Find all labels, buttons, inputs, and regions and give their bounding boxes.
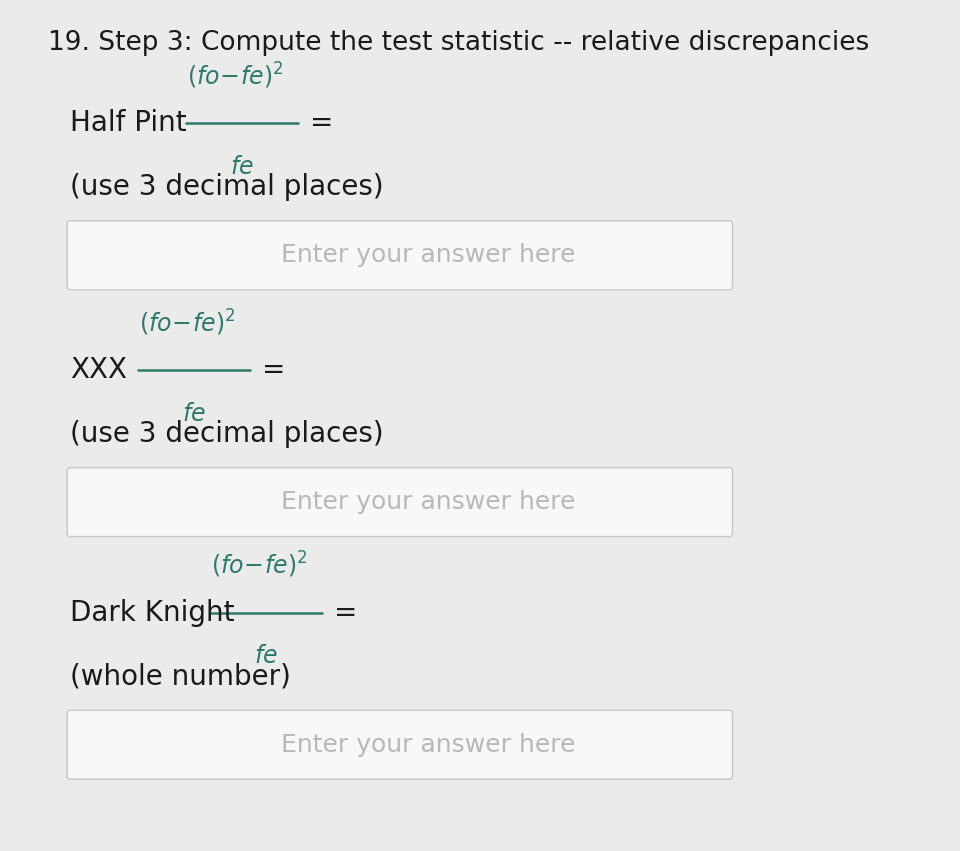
Text: $fe$: $fe$ [182, 403, 205, 426]
Text: =: = [262, 357, 285, 384]
Text: (whole number): (whole number) [70, 663, 291, 690]
Text: Enter your answer here: Enter your answer here [281, 243, 576, 267]
Text: $fe$: $fe$ [254, 645, 277, 668]
Text: Half Pint: Half Pint [70, 110, 186, 137]
Text: XXX: XXX [70, 357, 127, 384]
Text: (use 3 decimal places): (use 3 decimal places) [70, 420, 384, 448]
Text: $(fo\!-\!fe)^2$: $(fo\!-\!fe)^2$ [211, 551, 308, 580]
Text: =: = [334, 599, 357, 626]
FancyBboxPatch shape [67, 710, 732, 780]
Text: $fe$: $fe$ [230, 156, 253, 179]
Text: $(fo\!-\!fe)^2$: $(fo\!-\!fe)^2$ [187, 61, 284, 91]
Text: Enter your answer here: Enter your answer here [281, 490, 576, 514]
FancyBboxPatch shape [67, 468, 732, 537]
Text: 19. Step 3: Compute the test statistic -- relative discrepancies: 19. Step 3: Compute the test statistic -… [48, 30, 869, 56]
Text: (use 3 decimal places): (use 3 decimal places) [70, 174, 384, 201]
Text: $(fo\!-\!fe)^2$: $(fo\!-\!fe)^2$ [139, 308, 236, 338]
Text: Enter your answer here: Enter your answer here [281, 733, 576, 757]
Text: =: = [310, 110, 333, 137]
Text: Dark Knight: Dark Knight [70, 599, 234, 626]
FancyBboxPatch shape [67, 221, 732, 289]
